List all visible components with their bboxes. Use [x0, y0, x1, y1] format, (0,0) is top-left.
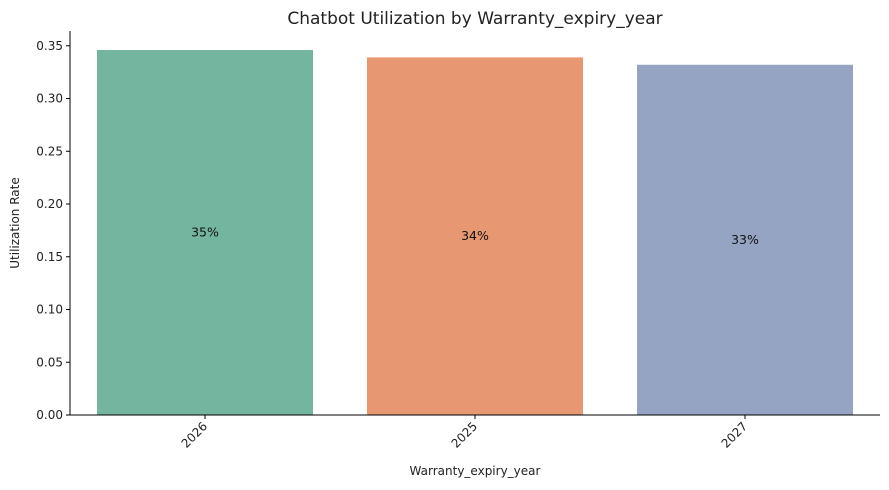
y-tick-label-0.25: 0.25 [36, 144, 63, 158]
x-ticks-group: 2026 2025 2027 [179, 415, 750, 451]
y-tick-label-0.05: 0.05 [36, 355, 63, 369]
y-tick-label-0.20: 0.20 [36, 197, 63, 211]
y-ticks-group: 0.00 0.05 0.10 0.15 0.20 0.25 0.30 0.35 [36, 39, 70, 422]
y-axis-label: Utilization Rate [8, 177, 22, 268]
y-tick-label-0.10: 0.10 [36, 303, 63, 317]
y-tick-label-0.30: 0.30 [36, 92, 63, 106]
x-tick-label-2027: 2027 [719, 419, 750, 450]
bar-2027 [637, 64, 853, 415]
bar-2025 [367, 57, 583, 415]
data-label-2027: 33% [731, 232, 759, 247]
y-tick-label-0.15: 0.15 [36, 250, 63, 264]
chart-title: Chatbot Utilization by Warranty_expiry_y… [287, 9, 662, 29]
y-tick-label-0.35: 0.35 [36, 39, 63, 53]
y-tick-label-0.00: 0.00 [36, 408, 63, 422]
data-label-2025: 34% [461, 228, 489, 243]
data-labels-group: 35% 34% 33% [191, 224, 759, 246]
x-tick-label-2026: 2026 [179, 419, 210, 450]
data-label-2026: 35% [191, 224, 219, 239]
bars-group [97, 49, 853, 415]
bar-2026 [97, 49, 313, 415]
x-tick-label-2025: 2025 [449, 419, 480, 450]
x-axis-label: Warranty_expiry_year [410, 464, 541, 478]
